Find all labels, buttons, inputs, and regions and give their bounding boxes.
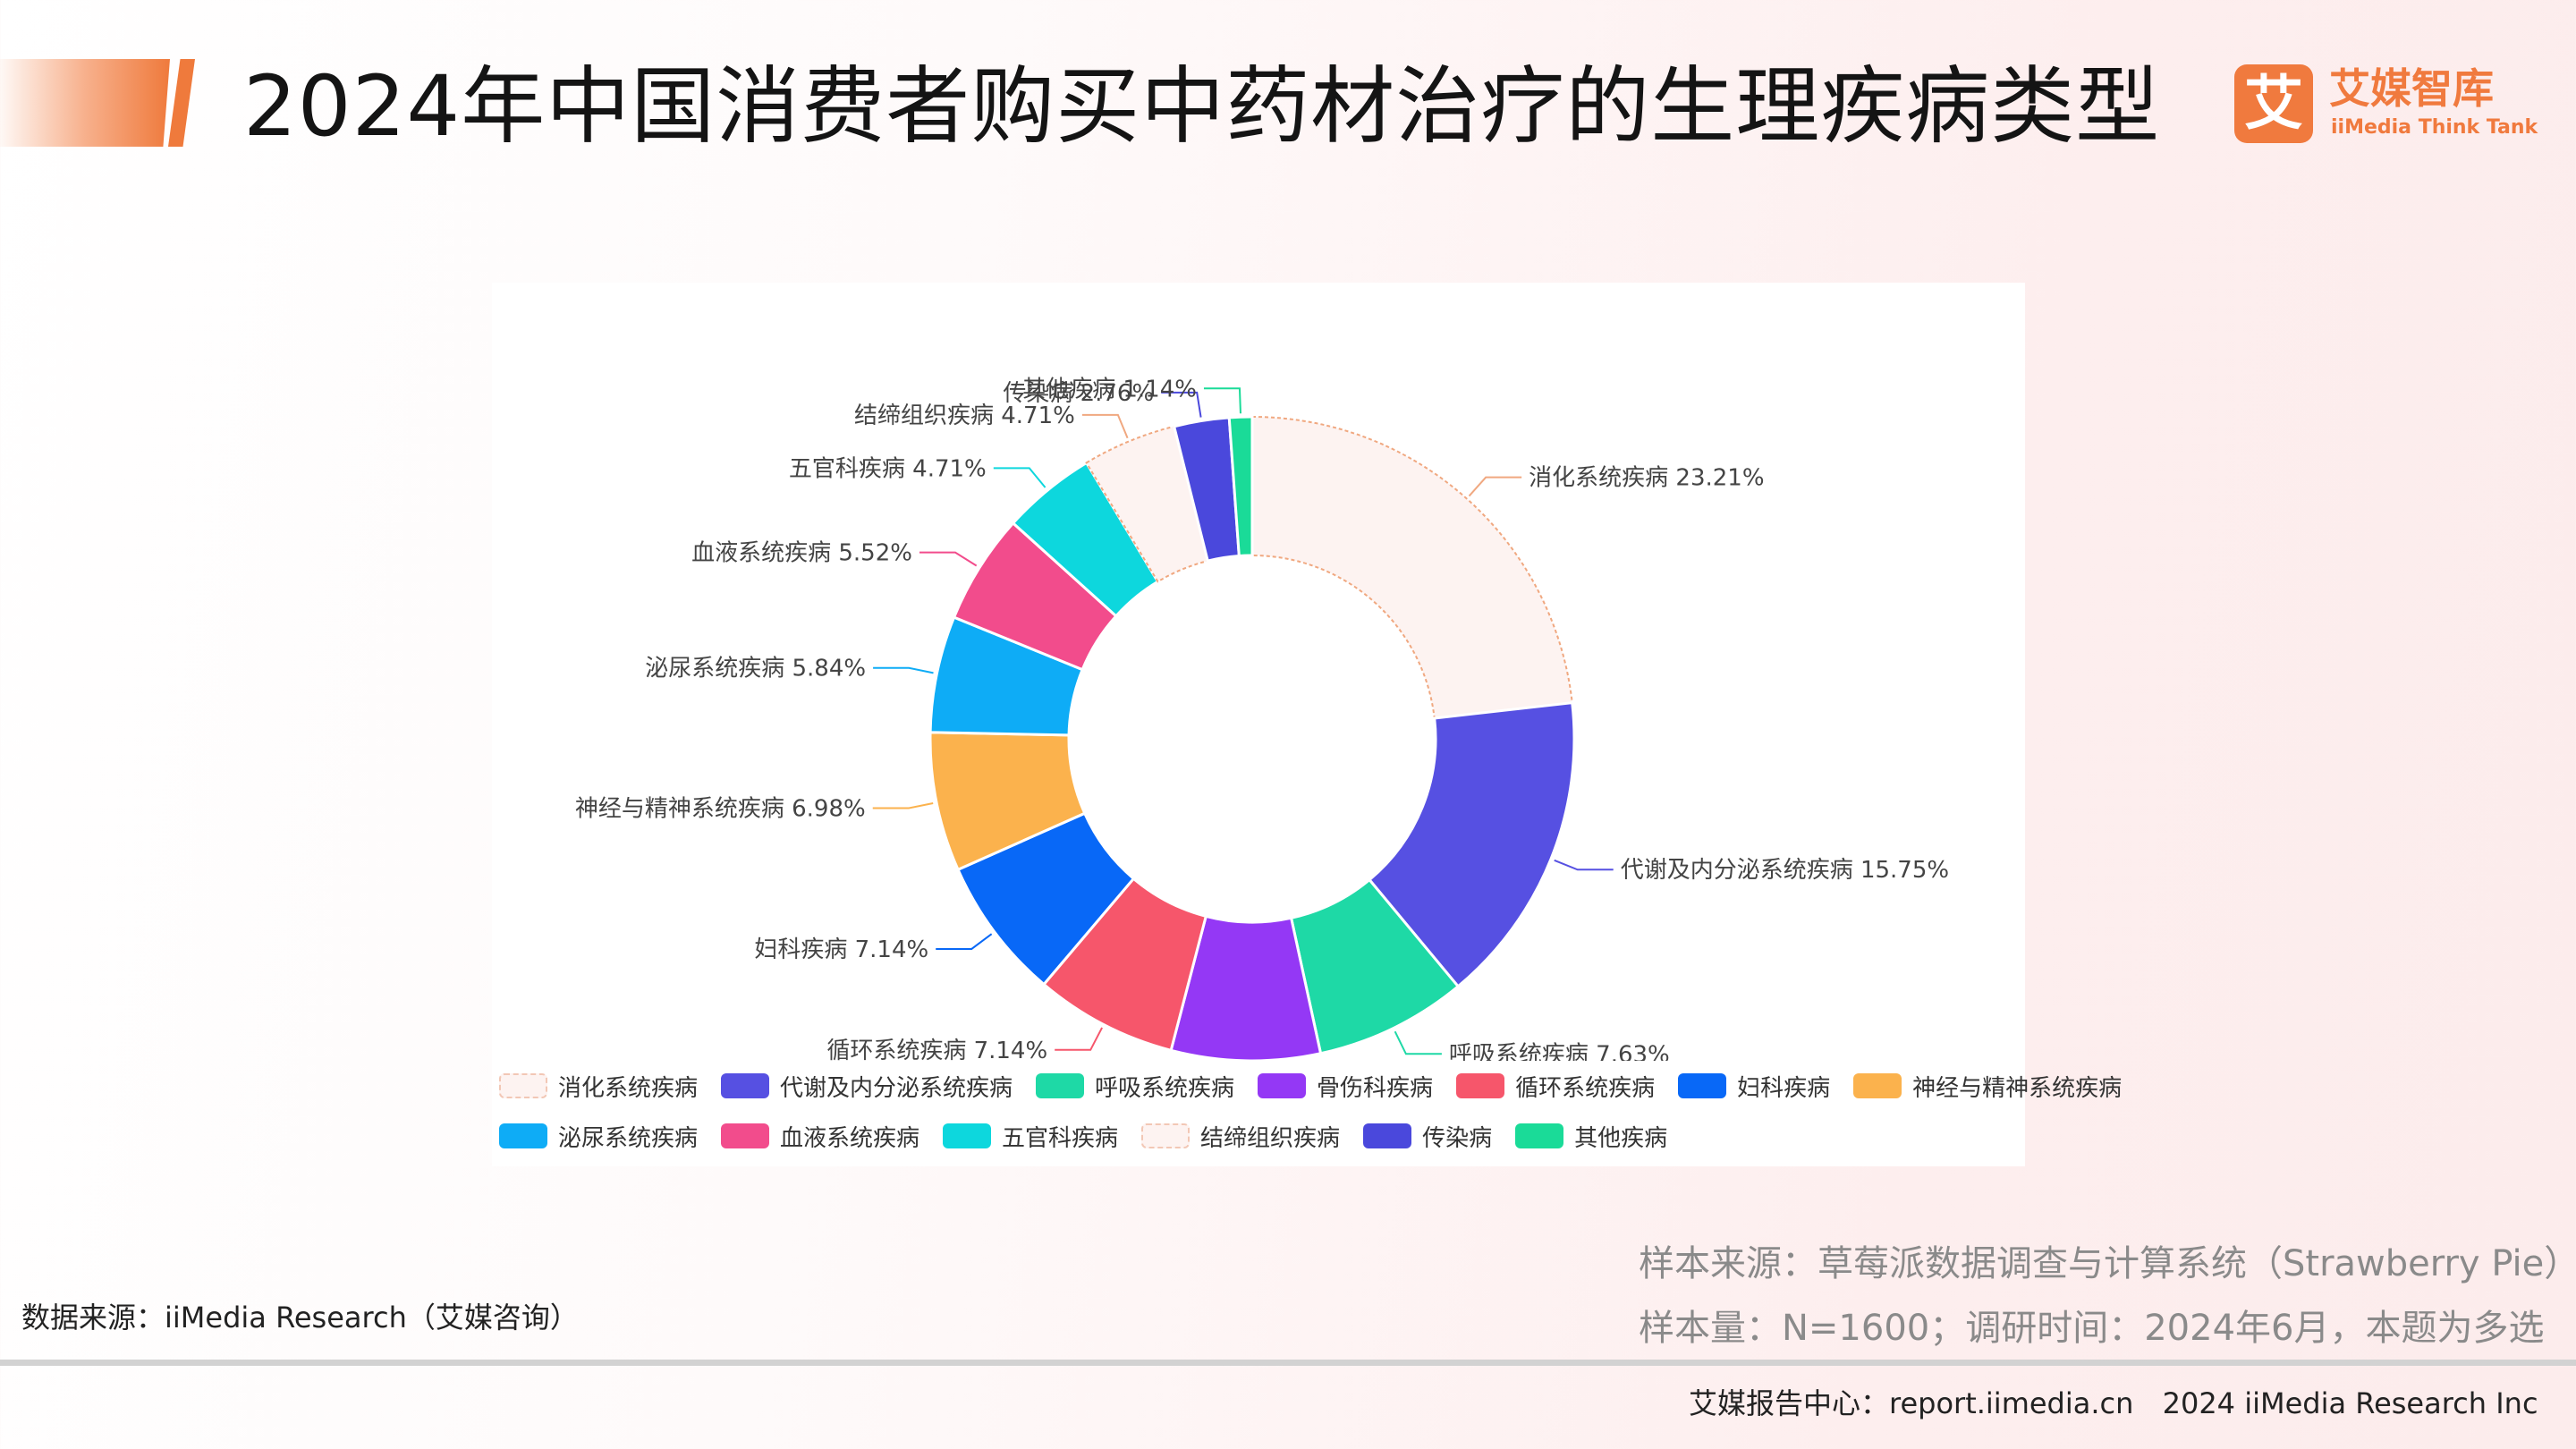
leader-line-6 — [872, 802, 934, 809]
legend-label: 神经与精神系统疾病 — [1912, 1074, 2123, 1102]
data-label-5: 妇科疾病 7.14% — [754, 936, 928, 963]
legend-swatch — [1515, 1123, 1564, 1148]
logo-chinese-name: 艾媒智库 — [2329, 64, 2494, 113]
legend-item[interactable]: 消化系统疾病 — [499, 1070, 698, 1103]
legend-item[interactable]: 呼吸系统疾病 — [1036, 1070, 1234, 1103]
legend-item[interactable]: 结缔组织疾病 — [1141, 1120, 1340, 1153]
legend-item[interactable]: 五官科疾病 — [943, 1120, 1118, 1153]
donut-slice-1 — [1367, 700, 1576, 988]
header-accent-bar — [0, 59, 170, 147]
legend-item[interactable]: 泌尿系统疾病 — [499, 1120, 698, 1153]
chart-panel: 消化系统疾病 23.21% 代谢及内分泌系统疾病 15.75% 呼吸系统疾病 7.6… — [492, 283, 2122, 1166]
leader-line-5 — [936, 933, 993, 950]
data-label-9: 五官科疾病 4.71% — [789, 455, 987, 482]
legend-swatch — [943, 1123, 992, 1148]
sample-size: 样本量：N=1600；调研时间：2024年6月，本题为多选 — [1639, 1308, 2545, 1349]
leader-line-11 — [1161, 391, 1202, 418]
legend-item[interactable]: 其他疾病 — [1515, 1120, 1667, 1153]
legend-swatch — [499, 1123, 547, 1148]
header-accent-slash — [168, 59, 195, 147]
iimedia-logo: 艾 艾媒智库 iiMedia Think Tank — [2234, 61, 2538, 147]
page-title: 2024年中国消费者购买中药材治疗的生理疾病类型 — [243, 58, 2161, 156]
data-label-10: 结缔组织疾病 4.71% — [854, 402, 1075, 429]
data-label-11: 传染病 2.76% — [1003, 380, 1154, 407]
legend-swatch — [1363, 1123, 1412, 1148]
legend-swatch — [1258, 1073, 1307, 1098]
sample-source: 样本来源：草莓派数据调查与计算系统（Strawberry Pie） — [1639, 1243, 2576, 1284]
leader-line-8 — [919, 551, 978, 567]
data-label-0: 消化系统疾病 23.21% — [1529, 465, 1764, 492]
legend-swatch — [1141, 1123, 1191, 1148]
data-label-2: 呼吸系统疾病 7.63% — [1449, 1041, 1670, 1061]
data-label-8: 血液系统疾病 5.52% — [691, 540, 912, 567]
legend-label: 妇科疾病 — [1737, 1074, 1831, 1102]
logo-mark: 艾 — [2234, 64, 2313, 143]
legend-swatch — [1853, 1073, 1902, 1098]
legend-label: 循环系统疾病 — [1515, 1074, 1656, 1102]
copyright: 2024 iiMedia Research Inc — [2162, 1386, 2538, 1420]
legend-label: 消化系统疾病 — [558, 1074, 699, 1102]
chart-legend: 消化系统疾病 代谢及内分泌系统疾病 呼吸系统疾病 骨伤科疾病 循环系统疾病 妇科疾病 神经与… — [499, 1061, 2122, 1161]
leader-line-7 — [873, 666, 934, 674]
data-label-4: 循环系统疾病 7.14% — [826, 1038, 1047, 1061]
legend-item[interactable]: 传染病 — [1363, 1120, 1492, 1153]
leader-line-12 — [1203, 387, 1241, 414]
legend-swatch — [721, 1073, 770, 1098]
legend-label: 其他疾病 — [1574, 1124, 1668, 1152]
leader-line-9 — [993, 467, 1046, 488]
donut-slice-12 — [1227, 415, 1254, 558]
legend-swatch — [721, 1123, 770, 1148]
legend-label: 血液系统疾病 — [780, 1124, 920, 1152]
leader-line-10 — [1081, 413, 1129, 439]
leader-line-4 — [1055, 1027, 1103, 1051]
data-label-12: 其他疾病 1.14% — [1022, 376, 1197, 402]
donut-slice-0 — [1251, 415, 1573, 720]
legend-label: 代谢及内分泌系统疾病 — [780, 1074, 1013, 1102]
footer-bar: 艾媒报告中心：report.iimedia.cn 2024 iiMedia Re… — [1689, 1381, 2558, 1422]
leader-line-1 — [1554, 859, 1614, 871]
legend-row: 消化系统疾病 代谢及内分泌系统疾病 呼吸系统疾病 骨伤科疾病 循环系统疾病 妇科疾病 神经与… — [499, 1061, 2122, 1111]
report-center: 艾媒报告中心：report.iimedia.cn — [1689, 1386, 2134, 1420]
legend-swatch — [1678, 1073, 1727, 1098]
legend-item[interactable]: 代谢及内分泌系统疾病 — [721, 1070, 1013, 1103]
legend-label: 五官科疾病 — [1002, 1124, 1119, 1152]
footer-divider — [0, 1360, 2576, 1366]
data-label-6: 神经与精神系统疾病 6.98% — [575, 796, 866, 823]
legend-label: 骨伤科疾病 — [1317, 1074, 1434, 1102]
legend-swatch — [499, 1073, 547, 1098]
legend-item[interactable]: 神经与精神系统疾病 — [1853, 1070, 2122, 1103]
data-source: 数据来源：iiMedia Research（艾媒咨询） — [21, 1301, 579, 1335]
legend-label: 泌尿系统疾病 — [558, 1124, 699, 1152]
legend-item[interactable]: 血液系统疾病 — [721, 1120, 919, 1153]
legend-item[interactable]: 循环系统疾病 — [1456, 1070, 1655, 1103]
legend-item[interactable]: 骨伤科疾病 — [1258, 1070, 1433, 1103]
data-label-1: 代谢及内分泌系统疾病 15.75% — [1621, 857, 1949, 884]
legend-label: 传染病 — [1422, 1124, 1493, 1152]
legend-label: 呼吸系统疾病 — [1095, 1074, 1235, 1102]
legend-item[interactable]: 妇科疾病 — [1678, 1070, 1830, 1103]
legend-swatch — [1456, 1073, 1505, 1098]
legend-row: 泌尿系统疾病 血液系统疾病 五官科疾病 结缔组织疾病 传染病 其他疾病 — [499, 1111, 2020, 1161]
logo-english-name: iiMedia Think Tank — [2331, 116, 2538, 139]
legend-label: 结缔组织疾病 — [1200, 1124, 1341, 1152]
leader-line-0 — [1468, 476, 1522, 497]
donut-chart: 消化系统疾病 23.21% 代谢及内分泌系统疾病 15.75% 呼吸系统疾病 7.6… — [575, 376, 1949, 1061]
legend-swatch — [1036, 1073, 1085, 1098]
leader-line-2 — [1394, 1030, 1442, 1055]
data-label-7: 泌尿系统疾病 5.84% — [645, 656, 866, 682]
